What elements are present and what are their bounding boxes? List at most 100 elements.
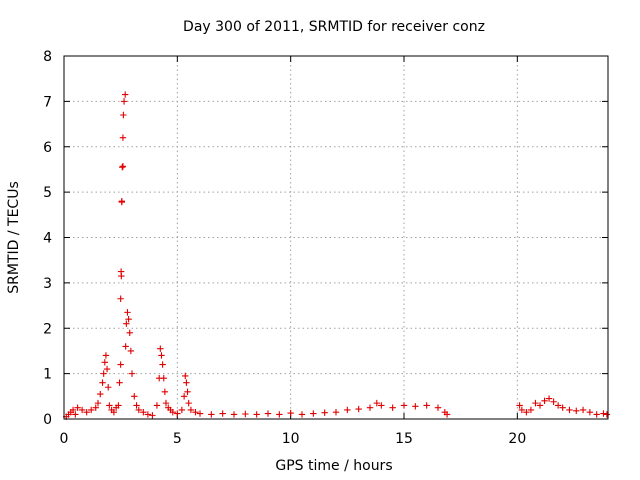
data-point <box>600 410 607 417</box>
data-point <box>366 404 374 411</box>
data-point <box>88 406 95 414</box>
data-point <box>180 393 188 400</box>
data-point <box>103 365 111 373</box>
data-point <box>74 404 81 411</box>
data-point <box>603 411 611 418</box>
data-point <box>128 370 136 377</box>
data-point <box>135 406 142 414</box>
data-point <box>389 404 396 411</box>
data-point <box>264 410 272 417</box>
data-point <box>105 384 112 391</box>
data-point <box>527 406 535 414</box>
data-point <box>196 410 204 417</box>
data-point <box>523 408 530 416</box>
data-point <box>516 402 523 409</box>
data-point <box>344 406 351 414</box>
data-point <box>144 411 152 418</box>
data-point <box>115 402 122 409</box>
data-point <box>101 359 108 366</box>
chart-title: Day 300 of 2011, SRMTID for receiver con… <box>183 19 485 35</box>
y-tick-label: 1 <box>43 367 52 383</box>
data-point <box>378 402 385 409</box>
data-point <box>183 379 190 386</box>
data-point <box>125 315 132 323</box>
data-point <box>253 411 260 418</box>
data-point <box>157 345 164 352</box>
y-axis-label: SRMTID / TECUs <box>6 181 22 294</box>
data-point <box>559 404 566 411</box>
data-point <box>423 402 430 409</box>
data-point <box>119 134 127 141</box>
data-point <box>131 393 138 400</box>
data-point <box>532 399 539 407</box>
data-point <box>298 411 306 418</box>
data-point <box>161 388 169 395</box>
data-point <box>182 372 189 380</box>
data-point <box>566 406 573 414</box>
data-point <box>159 361 166 368</box>
x-tick-label: 15 <box>395 431 413 447</box>
data-point <box>119 163 126 171</box>
data-point <box>99 379 106 386</box>
data-point <box>78 406 86 414</box>
data-point <box>230 411 238 418</box>
data-point <box>593 411 600 418</box>
x-tick-label: 10 <box>282 431 300 447</box>
data-point <box>124 309 131 316</box>
data-points <box>63 91 611 420</box>
data-point <box>110 408 118 416</box>
y-tick-label: 6 <box>43 140 52 156</box>
data-point <box>94 399 102 407</box>
y-tick-label: 5 <box>43 185 52 201</box>
data-point <box>133 402 140 409</box>
data-point <box>116 379 123 386</box>
data-point <box>355 405 362 413</box>
data-point <box>119 163 127 170</box>
data-point <box>276 411 283 418</box>
data-point <box>310 410 317 417</box>
x-tick-label: 5 <box>173 431 182 447</box>
data-point <box>242 410 249 418</box>
data-point <box>192 408 199 416</box>
data-point <box>178 406 186 414</box>
data-point <box>100 370 107 377</box>
data-point <box>373 399 380 407</box>
data-point <box>573 407 580 415</box>
data-point <box>160 374 167 382</box>
data-point <box>117 361 124 368</box>
data-point <box>287 409 294 417</box>
data-point <box>120 111 127 119</box>
data-point <box>102 352 110 359</box>
data-point <box>554 402 562 409</box>
data-point <box>174 410 181 417</box>
data-point <box>127 347 135 355</box>
data-point <box>321 409 328 416</box>
data-point <box>106 402 113 409</box>
axis-ticks: 0 5 10 15 20 0 1 2 3 4 5 6 7 8 <box>43 49 608 447</box>
data-point <box>92 404 99 411</box>
data-point <box>123 320 130 327</box>
data-point <box>332 408 340 416</box>
y-tick-label: 0 <box>43 412 52 428</box>
y-tick-label: 8 <box>43 49 52 65</box>
data-point <box>545 395 553 402</box>
data-point <box>122 91 129 98</box>
y-tick-label: 7 <box>43 94 52 110</box>
data-point <box>184 388 191 395</box>
plot-frame <box>63 55 609 420</box>
x-axis-label: GPS time / hours <box>275 458 392 474</box>
x-tick-label: 0 <box>60 431 69 447</box>
data-point <box>72 411 79 418</box>
data-point <box>158 352 165 359</box>
data-point <box>162 399 170 407</box>
data-point <box>149 412 156 419</box>
data-point <box>117 295 124 302</box>
data-point <box>187 406 195 414</box>
data-point <box>153 402 161 409</box>
data-point <box>443 411 451 418</box>
x-tick-label: 20 <box>508 431 526 447</box>
data-point <box>208 411 215 418</box>
data-point <box>97 390 104 398</box>
data-point <box>118 198 125 206</box>
